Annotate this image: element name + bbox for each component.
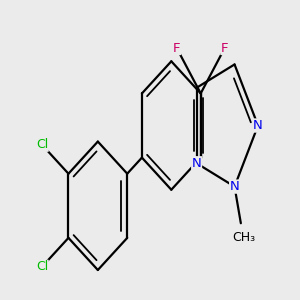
Text: N: N	[253, 119, 263, 132]
Text: F: F	[173, 41, 181, 55]
Text: N: N	[230, 180, 239, 193]
Text: CH₃: CH₃	[232, 231, 255, 244]
Text: Cl: Cl	[36, 260, 48, 273]
Text: N: N	[192, 157, 202, 170]
Text: Cl: Cl	[36, 138, 48, 151]
Text: F: F	[221, 41, 229, 55]
